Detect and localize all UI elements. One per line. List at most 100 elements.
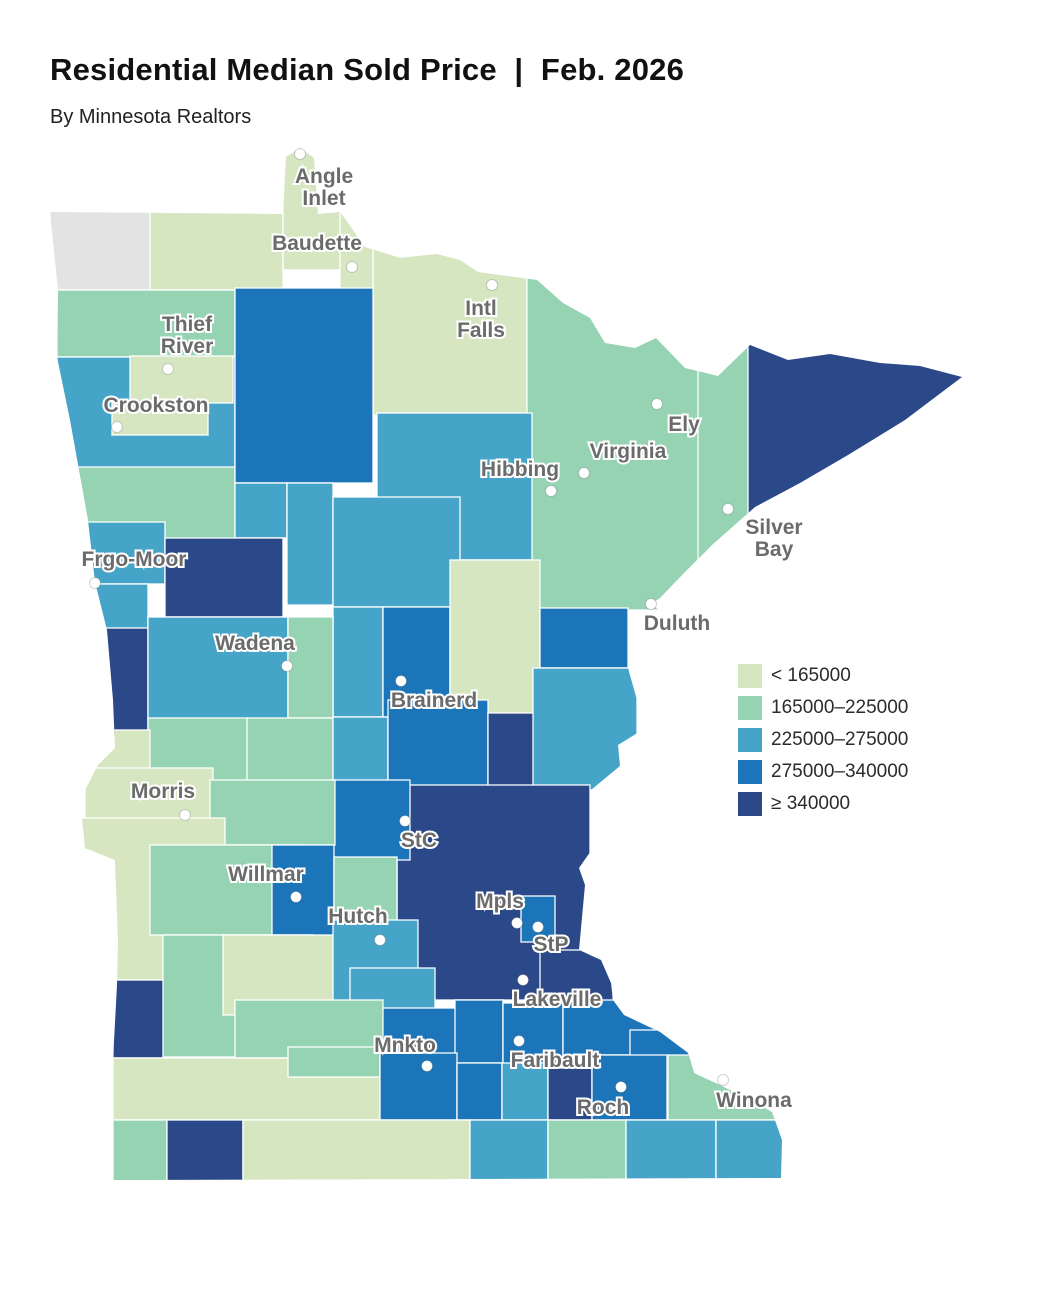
page-title: Residential Median Sold Price | Feb. 202… [50, 52, 685, 87]
city-dot [399, 815, 411, 827]
city-dot [395, 675, 407, 687]
city-dot [346, 261, 358, 273]
city-dot [532, 921, 544, 933]
city-label: Silver Bay [745, 516, 802, 561]
county-shape [164, 537, 284, 618]
county-shape [242, 1119, 471, 1180]
legend-label: < 165000 [771, 665, 851, 686]
legend-item-over-340k: ≥ 340000 [738, 792, 908, 816]
city-dot [578, 467, 590, 479]
county-shape [287, 1046, 381, 1078]
county-shape [520, 895, 556, 943]
county-shape [112, 1119, 168, 1180]
city-dot [89, 577, 101, 589]
city-label: StP [533, 933, 568, 956]
city-label: Hibbing [481, 458, 559, 481]
city-dot [421, 1060, 433, 1072]
county-shape [286, 482, 334, 606]
county-shape [372, 224, 534, 416]
city-label: Winona [716, 1089, 792, 1112]
city-label: StC [401, 829, 437, 852]
county-shape [379, 1052, 458, 1121]
county-shape [79, 583, 149, 631]
legend-swatch [738, 792, 762, 816]
county-shape [539, 607, 629, 669]
county-shape [111, 401, 209, 436]
county-shape [147, 616, 289, 721]
county-shape [234, 287, 374, 484]
city-label: Ely [668, 413, 700, 436]
city-label: Angle Inlet [295, 165, 353, 210]
legend-item-165k-225k: 165000–225000 [738, 696, 908, 720]
county-shape [387, 699, 489, 793]
city-dot [290, 891, 302, 903]
page-subtitle: By Minnesota Realtors [50, 106, 252, 128]
county-shape [332, 606, 384, 718]
county-shape [234, 482, 288, 539]
legend-swatch [738, 696, 762, 720]
city-dot [615, 1081, 627, 1093]
county-shape [382, 606, 451, 718]
city-label: Frgo-Moor [82, 548, 187, 571]
city-label: Thief River [161, 313, 214, 358]
county-shape [246, 717, 334, 783]
city-dot [486, 279, 498, 291]
city-label: Mnkto [374, 1034, 436, 1057]
city-label: Roch [577, 1096, 630, 1119]
county-shape [50, 209, 151, 291]
legend: < 165000 165000–225000 225000–275000 275… [738, 664, 908, 824]
county-shape [332, 716, 389, 786]
legend-item-under-165k: < 165000 [738, 664, 908, 688]
county-shape [449, 559, 541, 718]
city-layer: Angle Inlet Baudette Intl Falls Thief River Cro… [80, 148, 805, 1121]
legend-label: ≥ 340000 [771, 793, 851, 814]
county-shape [547, 1067, 593, 1121]
city-dot [722, 503, 734, 515]
county-shape [532, 667, 638, 791]
county-shape [332, 496, 461, 608]
county-shape [747, 329, 962, 526]
county-shape [547, 1119, 627, 1180]
county-shape [271, 844, 335, 938]
city-label: Mpls [476, 890, 524, 913]
city-label: Hutch [328, 905, 388, 928]
legend-swatch [738, 728, 762, 752]
county-shape [502, 1002, 564, 1066]
county-shape [129, 355, 234, 404]
legend-item-275k-340k: 275000–340000 [738, 760, 908, 784]
county-shape [454, 999, 504, 1064]
city-dot [374, 934, 386, 946]
city-label: Willmar [228, 863, 304, 886]
county-shape [87, 627, 149, 739]
county-shape [625, 1119, 717, 1180]
legend-item-225k-275k: 225000–275000 [738, 728, 908, 752]
city-dot [111, 421, 123, 433]
county-shape [697, 329, 751, 581]
city-dot [162, 363, 174, 375]
city-label: Wadena [215, 632, 295, 655]
city-dot [645, 598, 657, 610]
city-dot [717, 1074, 729, 1086]
legend-swatch [738, 760, 762, 784]
county-shape [149, 209, 284, 291]
city-dot [545, 485, 557, 497]
county-shape [469, 1119, 549, 1180]
city-dot [511, 917, 523, 929]
city-dot [651, 398, 663, 410]
city-dot [294, 148, 306, 160]
city-label: Faribault [511, 1049, 600, 1072]
city-label: Lakeville [513, 988, 602, 1011]
city-dot [281, 660, 293, 672]
city-label: Crookston [104, 394, 209, 417]
city-label: Virginia [590, 440, 667, 463]
county-shape [166, 1119, 244, 1180]
county-shape [209, 779, 336, 846]
city-dot [179, 809, 191, 821]
county-shape [329, 779, 411, 861]
city-label: Brainerd [391, 689, 477, 712]
legend-label: 165000–225000 [771, 697, 909, 718]
county-shape [287, 616, 334, 719]
city-label: Duluth [644, 612, 710, 635]
